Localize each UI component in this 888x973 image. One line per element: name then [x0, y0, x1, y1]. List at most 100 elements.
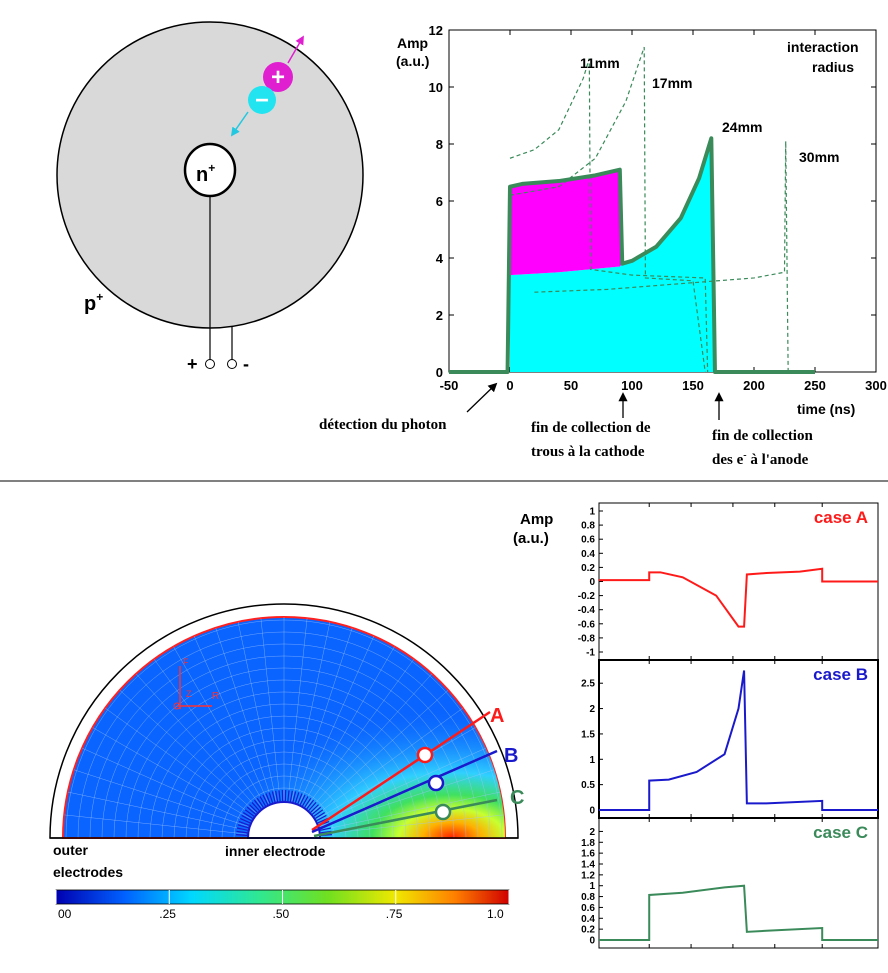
mesh-spoke	[67, 791, 247, 831]
inner-mesh-tick	[251, 801, 260, 811]
case-y-tick-label: 2.5	[581, 679, 595, 690]
inner-mesh-tick	[292, 791, 297, 803]
case-y-label-line2: (a.u.)	[513, 530, 549, 547]
track-label-b: B	[504, 745, 518, 767]
case-y-tick-label: 0.2	[581, 563, 595, 574]
case-signal-line	[599, 884, 878, 941]
case-y-label-line1: Amp	[520, 511, 553, 528]
dashed-curve-30mm	[534, 141, 789, 373]
mesh-spoke	[119, 689, 256, 813]
annotation-holes-line1: fin de collection de	[531, 420, 651, 436]
hole-charge-symbol: +	[271, 64, 285, 91]
inner-mesh-tick	[308, 801, 317, 811]
photon-arrow	[466, 382, 498, 413]
case-y-tick-label: 0	[589, 806, 595, 817]
case-title: case A	[814, 508, 868, 527]
mesh-spoke	[73, 769, 248, 827]
case-y-tick-label: 1.8	[581, 838, 595, 849]
inner-mesh-tick	[237, 824, 249, 829]
x-tick-label: 100	[621, 378, 643, 393]
inner-mesh-tick	[306, 799, 315, 810]
hole-drift-arrow	[287, 35, 304, 64]
hole-signal-area	[510, 169, 623, 276]
electron-signal-area	[510, 138, 715, 372]
top-y-tick-labels: 0 2 4 6 8 10 12	[429, 23, 444, 380]
annotation-electrons-line1: fin de collection	[712, 428, 813, 444]
case-title: case C	[813, 823, 868, 842]
mesh-spoke	[173, 646, 266, 806]
electron-drift-arrow	[230, 111, 249, 137]
inner-mesh-tick	[236, 834, 248, 837]
terminal-minus-label: -	[243, 354, 249, 374]
curve-label-24mm: 24mm	[722, 119, 762, 135]
track-label-c: C	[510, 787, 524, 809]
track-line-a	[311, 710, 491, 832]
mesh-spoke	[64, 814, 247, 835]
inner-mesh-tick	[289, 790, 293, 802]
y-tick-label: 0	[436, 365, 443, 380]
inner-mesh-tick	[242, 812, 253, 819]
case-y-tick-label: 0.2	[581, 925, 595, 936]
colorbar-tick-label: 00	[58, 907, 72, 921]
interaction-point-c	[434, 803, 452, 821]
main-signal-curve	[449, 136, 815, 374]
inner-mesh-tick	[299, 794, 306, 806]
annotation-photon: détection du photon	[319, 417, 447, 433]
mesh-spoke	[287, 618, 308, 801]
x-tick-label: 200	[743, 378, 765, 393]
case-y-tick-label: -0.6	[578, 619, 596, 630]
mesh-spoke	[135, 673, 259, 810]
mesh-spoke	[295, 627, 353, 802]
inner-mesh-tick	[246, 806, 257, 815]
case-y-tick-label: 0.4	[581, 549, 595, 560]
case-panel: 2.5 2 1.5 1 0.5 0 case B	[581, 659, 879, 819]
track-line-c	[313, 798, 498, 838]
case-title: case B	[813, 665, 868, 684]
dashed-curve-11mm	[509, 58, 709, 373]
case-y-tick-label: 0.8	[581, 892, 595, 903]
x-tick-label: 0	[506, 378, 513, 393]
mesh-spoke	[302, 646, 395, 806]
inner-mesh-tick	[315, 812, 326, 819]
inner-mesh-tick	[275, 790, 279, 802]
annotation-holes-line2: trous à la cathode	[531, 444, 645, 460]
terminal-plus	[205, 359, 215, 369]
case-y-tick-label: -1	[586, 648, 595, 659]
inner-mesh-tick	[271, 791, 276, 803]
case-y-tick-label: 0.8	[581, 521, 595, 532]
terminal-plus-label: +	[187, 354, 198, 374]
top-x-label: time (ns)	[797, 401, 855, 417]
mesh-spoke	[321, 791, 501, 831]
x-tick-label: 150	[682, 378, 704, 393]
case-y-tick-label: 0.6	[581, 903, 595, 914]
track-label-a: A	[490, 705, 504, 727]
inner-mesh-tick	[256, 797, 264, 808]
case-y-tick-label: -0.8	[578, 633, 596, 644]
interaction-point-b	[427, 774, 445, 792]
inner-mesh-tick	[259, 796, 267, 807]
terminal-minus	[227, 359, 237, 369]
inner-mesh-tick	[238, 821, 250, 826]
top-y-label-line1: Amp	[397, 35, 428, 51]
legend-title-line1: interaction	[787, 39, 859, 55]
y-tick-label: 10	[429, 80, 443, 95]
top-y-label-line2: (a.u.)	[396, 53, 429, 69]
field-mesh	[63, 617, 505, 838]
axis-glyph: R Z F	[173, 657, 219, 710]
outer-electrode-label: p+	[84, 290, 103, 315]
case-y-tick-label: 1.5	[581, 729, 595, 740]
y-tick-label: 2	[436, 308, 443, 323]
mesh-spoke	[260, 618, 281, 801]
case-y-tick-label: 1.4	[581, 860, 595, 871]
inner-mesh-tick	[301, 796, 309, 807]
curve-label-11mm: 11mm	[580, 55, 620, 71]
colorbar-ticks: 00 .25 .50 .75 1.0	[55, 890, 510, 921]
legend-title-line2: radius	[812, 59, 854, 75]
y-tick-label: 4	[436, 251, 444, 266]
inner-mesh-tick	[294, 792, 300, 803]
case-signal-line	[599, 567, 878, 628]
inner-mesh-tick	[241, 814, 252, 822]
case-y-tick-label: 2	[589, 827, 595, 838]
